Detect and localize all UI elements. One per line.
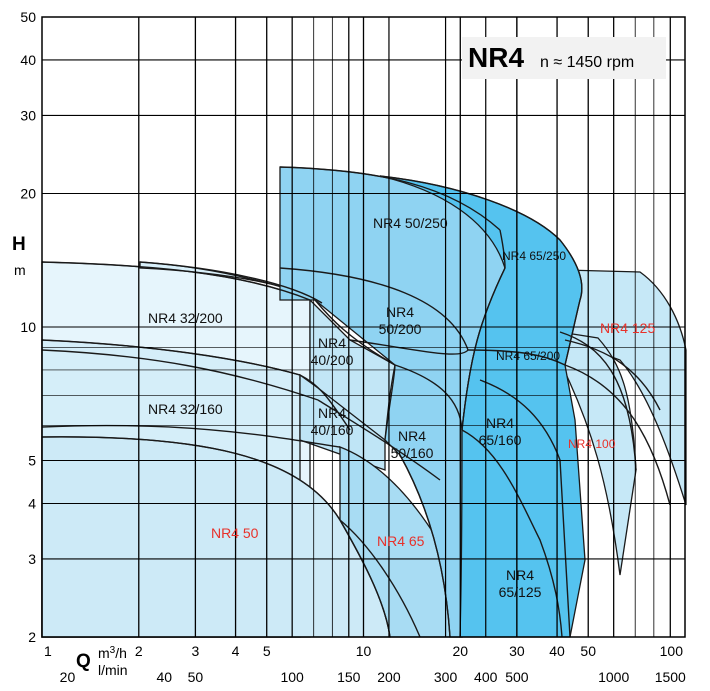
- x-tick-m3h-5: 5: [263, 643, 271, 659]
- x-tick-lmin-500: 500: [505, 669, 529, 685]
- region-label-14: NR4 100: [568, 437, 616, 451]
- x-tick-lmin-300: 300: [434, 669, 458, 685]
- x-tick-m3h-3: 3: [191, 643, 199, 659]
- x-tick-m3h-10: 10: [356, 643, 372, 659]
- y-tick-20: 20: [20, 185, 36, 201]
- region-label-2: NR4 50: [211, 525, 259, 541]
- y-tick-2: 2: [28, 629, 36, 645]
- x-tick-lmin-50: 50: [188, 669, 204, 685]
- region-label-3: NR4 40/200: [311, 335, 354, 368]
- x-axis-name: Q: [76, 651, 91, 672]
- region-labels: NR4 32/200 NR4 32/160 NR4 50 NR4 40/200 NR4 40…: [148, 215, 655, 600]
- chart-title: NR4: [468, 42, 524, 73]
- y-tick-50: 50: [20, 9, 36, 25]
- y-tick-10: 10: [20, 319, 36, 335]
- region-nr4-100: [559, 331, 637, 576]
- y-tick-labels: 2 3 4 5 10 20 30 40 50: [20, 9, 36, 645]
- x-tick-m3h-2: 2: [135, 643, 143, 659]
- x-tick-m3h-4: 4: [232, 643, 240, 659]
- y-tick-5: 5: [28, 453, 36, 469]
- y-axis-name: H: [12, 234, 26, 255]
- x-tick-lmin-400: 400: [474, 669, 498, 685]
- x-tick-lmin-20: 20: [60, 669, 76, 685]
- region-label-6: NR4 50/250: [373, 215, 448, 231]
- curve-lines: [41, 166, 671, 638]
- grid-lines: [42, 16, 685, 638]
- region-label-12: NR4 65/125: [499, 567, 542, 600]
- region-label-4: NR4 40/160: [311, 405, 354, 438]
- x-axis-unit-primary: m3/h: [98, 645, 127, 661]
- x-tick-m3h-1: 1: [44, 643, 52, 659]
- x-tick-m3h-20: 20: [452, 643, 468, 659]
- region-label-5: NR4 65: [377, 533, 425, 549]
- region-label-10: NR4 65/200: [496, 349, 560, 363]
- region-label-9: NR4 65/250: [502, 249, 566, 263]
- region-label-13: NR4 125: [600, 320, 655, 336]
- x-tick-lmin-1000: 1000: [598, 669, 629, 685]
- region-label-11: NR4 65/160: [479, 415, 522, 448]
- region-label-7: NR4 50/200: [379, 304, 422, 337]
- x-tick-lmin-40: 40: [156, 669, 172, 685]
- y-tick-30: 30: [20, 107, 36, 123]
- plot-frame: [41, 16, 686, 638]
- x-tick-m3h-50: 50: [580, 643, 596, 659]
- region-label-1: NR4 32/160: [148, 401, 223, 417]
- x-tick-labels-lmin: 20 40 50 100 150 200 300 400 500 1000 1500: [60, 669, 686, 685]
- x-tick-m3h-40: 40: [549, 643, 565, 659]
- x-tick-lmin-1500: 1500: [655, 669, 686, 685]
- x-axis-unit-secondary: l/min: [98, 662, 128, 678]
- region-label-0: NR4 32/200: [148, 310, 223, 326]
- title-box: [462, 37, 666, 79]
- region-label-8: NR4 50/160: [391, 428, 434, 461]
- chart-subtitle: n ≈ 1450 rpm: [540, 54, 634, 71]
- y-axis-unit: m: [14, 262, 26, 278]
- x-tick-lmin-150: 150: [337, 669, 361, 685]
- x-tick-labels-m3h: 1 2 3 4 5 10 20 30 40 50 100: [44, 643, 683, 659]
- x-tick-m3h-100: 100: [660, 643, 684, 659]
- x-tick-lmin-200: 200: [377, 669, 401, 685]
- y-tick-3: 3: [28, 551, 36, 567]
- y-tick-40: 40: [20, 52, 36, 68]
- x-tick-m3h-30: 30: [509, 643, 525, 659]
- x-tick-lmin-100: 100: [280, 669, 304, 685]
- y-tick-4: 4: [28, 495, 36, 511]
